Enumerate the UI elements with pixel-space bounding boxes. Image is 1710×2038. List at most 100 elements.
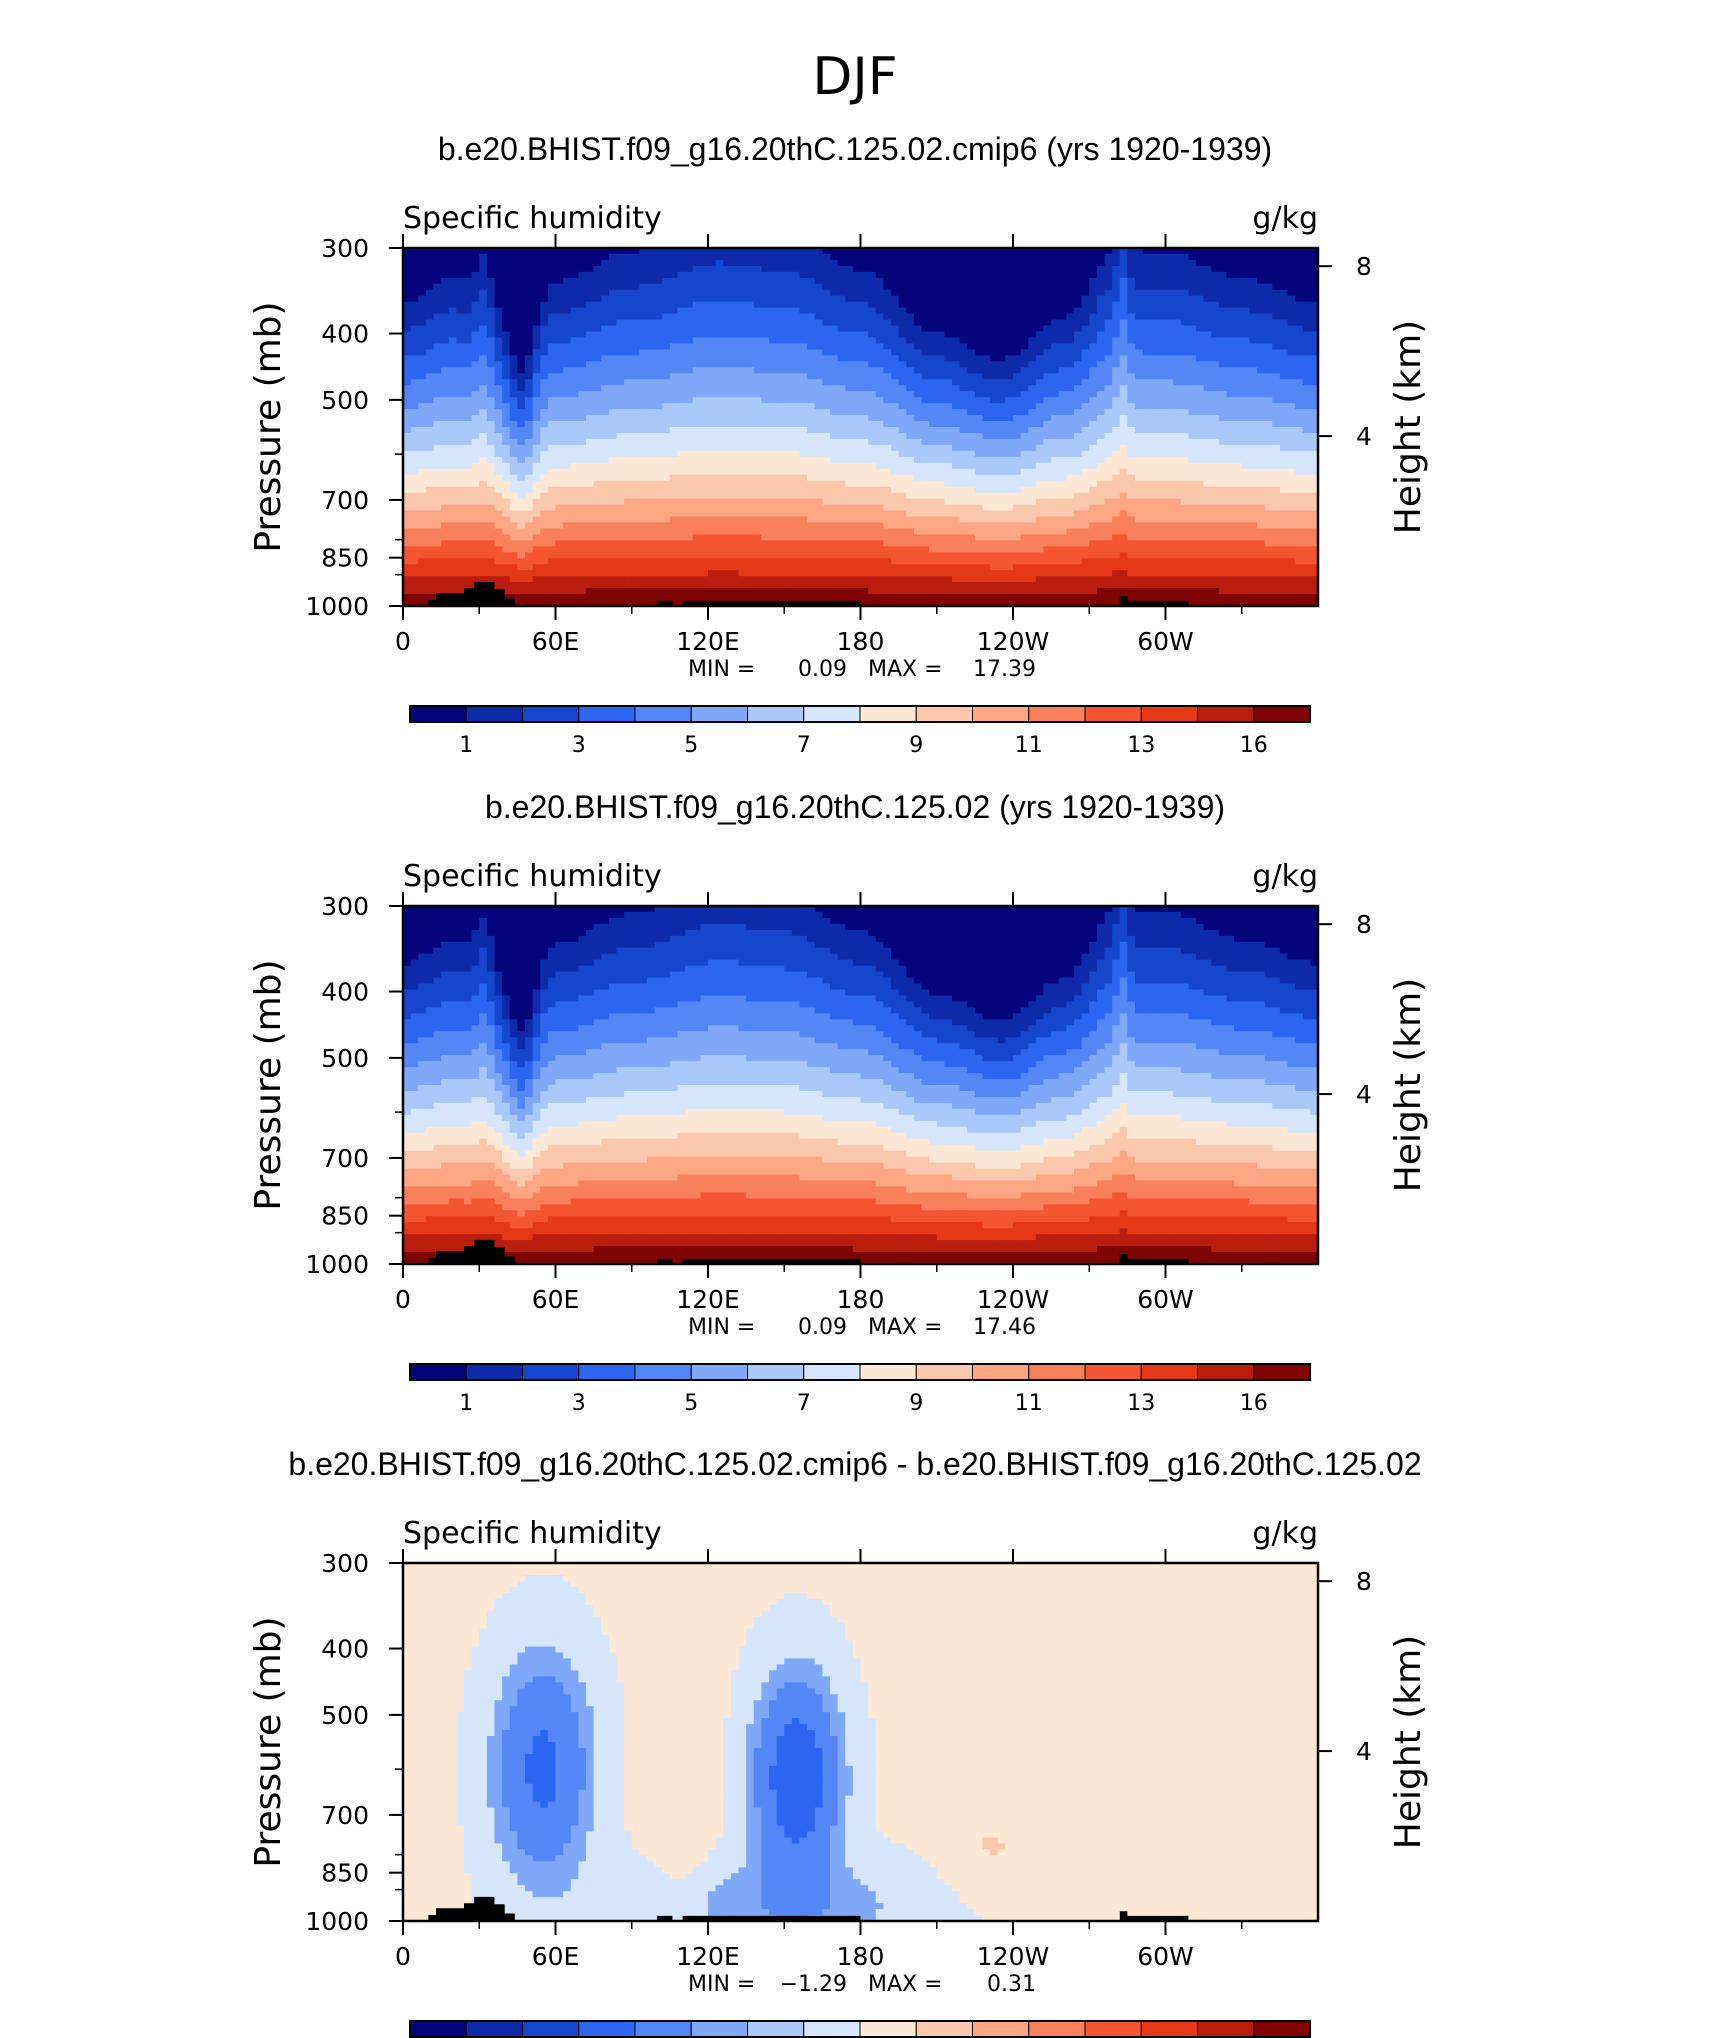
field-cell bbox=[1272, 427, 1281, 434]
field-cell bbox=[967, 427, 976, 434]
field-cell bbox=[1119, 307, 1128, 315]
field-cell bbox=[784, 355, 793, 362]
field-cell bbox=[593, 486, 602, 494]
field-cell bbox=[1249, 349, 1258, 356]
field-cell bbox=[753, 301, 762, 309]
field-cell bbox=[1089, 421, 1098, 428]
field-cell bbox=[982, 397, 991, 404]
field-cell bbox=[509, 409, 518, 416]
field-cell bbox=[662, 480, 671, 488]
field-cell bbox=[822, 480, 831, 488]
field-cell bbox=[929, 367, 938, 374]
field-cell bbox=[898, 415, 907, 422]
field-cell bbox=[1051, 432, 1060, 440]
field-cell bbox=[1279, 462, 1289, 470]
field-cell bbox=[456, 409, 465, 416]
field-cell bbox=[814, 301, 823, 309]
field-cell bbox=[1272, 259, 1281, 267]
field-cell bbox=[936, 265, 945, 273]
field-cell bbox=[822, 313, 831, 321]
field-cell bbox=[1112, 259, 1121, 267]
field-cell bbox=[730, 385, 740, 392]
field-cell bbox=[1081, 421, 1090, 428]
field-cell bbox=[1234, 444, 1243, 452]
field-cell bbox=[639, 373, 648, 380]
field-cell bbox=[601, 343, 610, 351]
field-cell bbox=[852, 480, 862, 488]
field-cell bbox=[845, 373, 854, 380]
field-cell bbox=[685, 301, 694, 309]
field-cell bbox=[807, 403, 816, 410]
field-cell bbox=[464, 295, 473, 303]
field-cell bbox=[784, 349, 793, 356]
field-cell bbox=[555, 415, 564, 422]
field-cell bbox=[997, 259, 1006, 267]
field-cell bbox=[586, 480, 595, 488]
field-cell bbox=[1058, 349, 1067, 356]
field-cell bbox=[898, 295, 907, 303]
field-cell bbox=[692, 337, 701, 345]
field-cell bbox=[852, 337, 862, 345]
field-cell bbox=[1112, 289, 1121, 297]
field-cell bbox=[639, 355, 648, 362]
field-cell bbox=[952, 403, 961, 410]
field-cell bbox=[1013, 253, 1022, 261]
field-cell bbox=[1295, 355, 1304, 362]
field-cell bbox=[1165, 462, 1174, 470]
field-cell bbox=[578, 337, 587, 345]
field-cell bbox=[1074, 259, 1083, 267]
field-cell bbox=[410, 444, 419, 452]
field-cell bbox=[1180, 349, 1189, 356]
field-cell bbox=[1295, 444, 1304, 452]
field-cell bbox=[1279, 343, 1289, 351]
field-cell bbox=[1112, 397, 1121, 404]
field-cell bbox=[814, 397, 823, 404]
field-cell bbox=[1203, 259, 1212, 267]
field-cell bbox=[624, 373, 633, 380]
field-cell bbox=[1272, 361, 1281, 368]
field-cell bbox=[837, 319, 846, 327]
field-cell bbox=[677, 468, 686, 476]
field-cell bbox=[1005, 421, 1014, 428]
field-cell bbox=[822, 373, 831, 380]
field-cell bbox=[898, 397, 907, 404]
field-cell bbox=[631, 289, 640, 297]
field-cell bbox=[479, 313, 488, 321]
field-cell bbox=[1066, 421, 1075, 428]
field-cell bbox=[929, 462, 938, 470]
field-cell bbox=[761, 450, 770, 458]
field-cell bbox=[1127, 259, 1136, 267]
field-cell bbox=[746, 474, 755, 482]
field-cell bbox=[662, 331, 671, 339]
field-cell bbox=[639, 432, 648, 440]
field-cell bbox=[563, 367, 572, 374]
field-cell bbox=[1096, 456, 1106, 464]
field-cell bbox=[906, 432, 915, 440]
field-cell bbox=[1295, 462, 1304, 470]
field-cell bbox=[776, 432, 785, 440]
field-cell bbox=[517, 379, 526, 386]
field-cell bbox=[578, 313, 587, 321]
field-cell bbox=[631, 337, 640, 345]
field-cell bbox=[974, 373, 984, 380]
field-cell bbox=[1135, 385, 1144, 392]
field-cell bbox=[616, 259, 625, 267]
field-cell bbox=[929, 248, 938, 255]
field-cell bbox=[662, 271, 671, 279]
field-cell bbox=[662, 265, 671, 273]
field-cell bbox=[708, 283, 717, 291]
field-cell bbox=[723, 468, 732, 476]
field-cell bbox=[974, 325, 984, 333]
field-cell bbox=[1028, 248, 1037, 255]
field-cell bbox=[1272, 283, 1281, 291]
field-cell bbox=[929, 474, 938, 482]
field-cell bbox=[807, 432, 816, 440]
field-cell bbox=[647, 474, 656, 482]
field-cell bbox=[1096, 462, 1106, 470]
field-cell bbox=[479, 373, 488, 380]
field-cell bbox=[822, 450, 831, 458]
field-cell bbox=[1150, 313, 1159, 321]
field-cell bbox=[494, 444, 503, 452]
field-cell bbox=[1203, 325, 1212, 333]
field-cell bbox=[433, 295, 442, 303]
